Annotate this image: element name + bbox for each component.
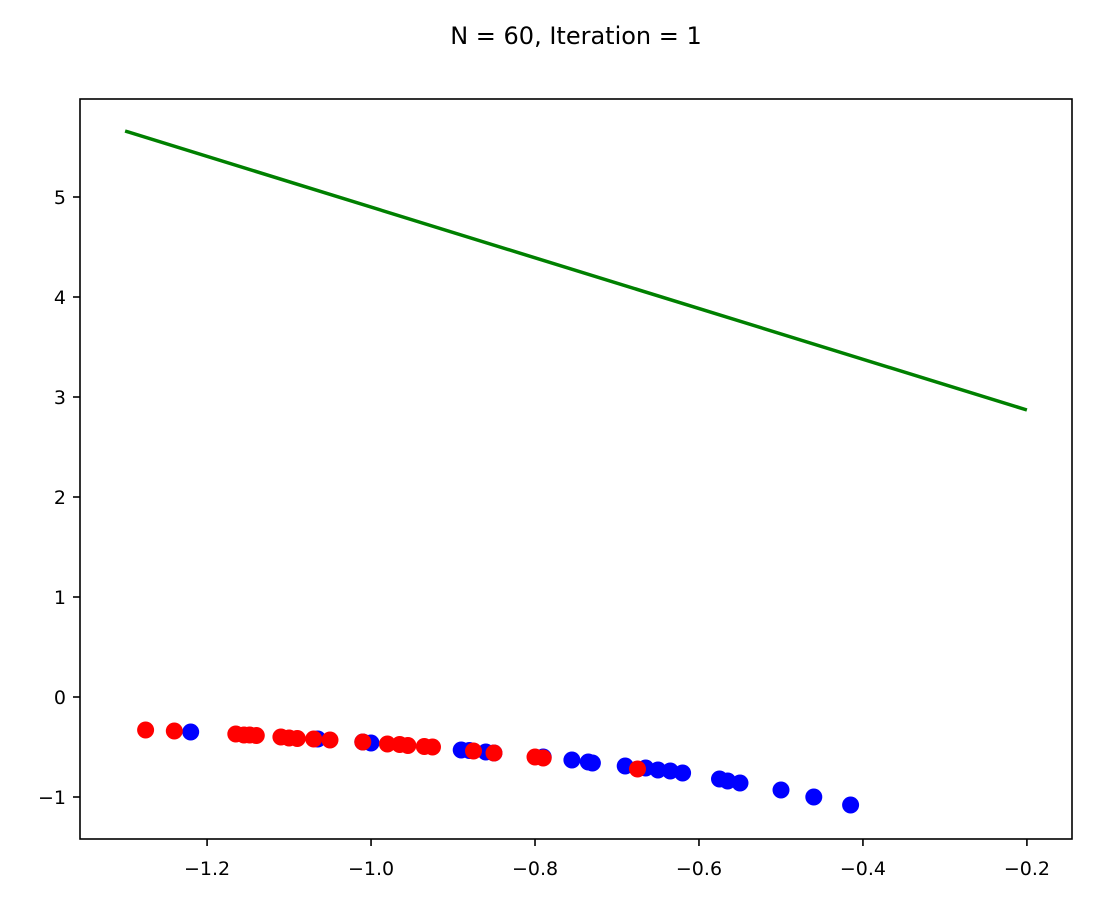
data-point-series-2 <box>485 744 503 762</box>
x-tick-label: −0.2 <box>1004 858 1050 880</box>
data-point-series-2 <box>305 730 323 748</box>
data-point-series-2 <box>165 722 183 740</box>
x-tick-label: −1.0 <box>348 858 394 880</box>
data-point-series-2 <box>534 749 552 767</box>
y-tick-label: 0 <box>54 687 66 709</box>
data-point-series-2 <box>354 733 372 751</box>
x-tick-label: −1.2 <box>184 858 230 880</box>
chart-title: N = 60, Iteration = 1 <box>450 22 702 50</box>
y-axis: −1 0 1 2 3 4 5 <box>38 187 80 809</box>
data-point-series-1 <box>842 796 860 814</box>
data-point-series-2 <box>321 731 339 749</box>
y-tick-label: −1 <box>38 787 66 809</box>
data-point-series-1 <box>563 751 581 769</box>
x-axis: −1.2 −1.0 −0.8 −0.6 −0.4 −0.2 <box>184 839 1050 880</box>
data-point-series-1 <box>674 764 692 782</box>
data-point-series-2 <box>378 735 396 753</box>
y-tick-label: 3 <box>54 387 66 409</box>
data-point-series-2 <box>247 727 265 744</box>
axes-frame <box>79 98 1073 840</box>
data-point-series-1 <box>772 781 790 799</box>
data-point-series-1 <box>182 723 200 741</box>
data-point-series-1 <box>649 761 667 779</box>
y-tick-label: 2 <box>54 487 66 509</box>
data-point-series-2 <box>137 721 155 739</box>
data-point-series-2 <box>288 730 306 747</box>
y-tick-label: 4 <box>54 287 66 309</box>
data-point-series-2 <box>399 737 417 754</box>
x-tick-label: −0.4 <box>840 858 886 880</box>
data-point-series-2 <box>424 738 441 756</box>
data-point-series-1 <box>805 788 823 806</box>
data-point-series-1 <box>583 754 601 772</box>
fit-line <box>124 129 1028 412</box>
data-point-series-2 <box>465 742 482 760</box>
x-tick-label: −0.6 <box>676 858 722 880</box>
data-point-series-1 <box>731 774 749 792</box>
data-point-series-2 <box>629 760 646 778</box>
y-tick-label: 5 <box>54 187 66 209</box>
y-tick-label: 1 <box>54 587 66 609</box>
plot-area <box>124 129 1028 814</box>
x-tick-label: −0.8 <box>512 858 558 880</box>
